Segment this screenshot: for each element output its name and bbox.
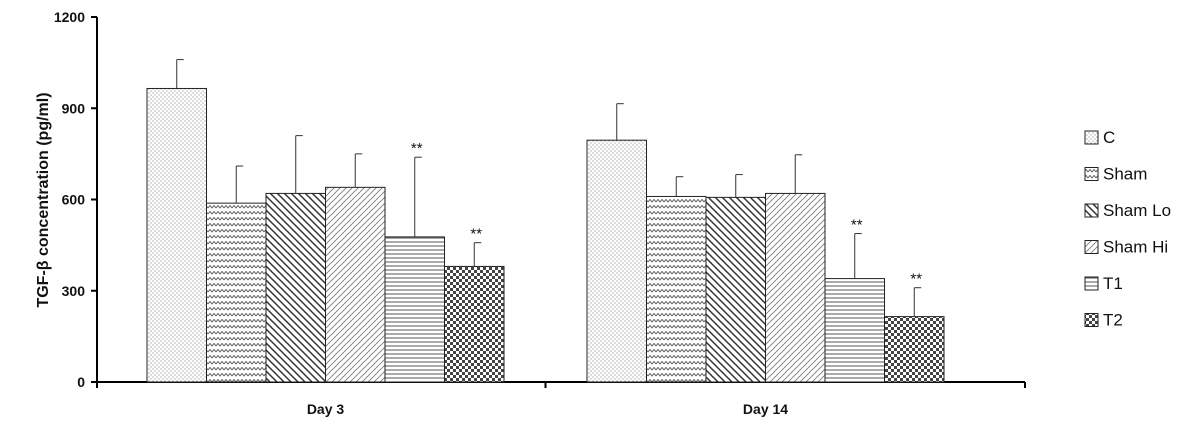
bar [824,278,885,383]
legend-label: T1 [1103,274,1123,293]
bar [325,186,386,383]
significance-label: ** [470,226,482,243]
y-tick-label: 0 [77,374,85,390]
bar [384,236,445,383]
y-tick-label: 1200 [54,9,85,25]
y-tick-label: 900 [62,100,86,116]
legend-swatch [1084,203,1099,218]
x-tick-label: Day 14 [743,401,788,417]
legend-swatch [1084,313,1099,327]
significance-label: ** [851,217,863,234]
bar [586,139,647,383]
legend-swatch [1084,240,1099,254]
legend-label: Sham [1103,165,1147,184]
x-tick-label: Day 3 [307,401,345,417]
y-tick-label: 600 [62,192,86,208]
bar [444,265,505,383]
significance-label: ** [411,140,423,157]
bar [265,192,326,383]
y-tick-label: 300 [62,283,86,299]
bar [765,192,826,383]
bar [884,316,945,383]
plot-area: 0 300 600 900 1200 Day 3 ** ** Day 14 ** ** [54,9,1026,417]
legend-label: Sham Hi [1103,238,1168,257]
significance-label: ** [910,271,922,288]
legend-label: T2 [1103,311,1123,330]
bar [705,196,766,383]
legend: C Sham Sham Lo Sham Hi T1 T2 [1084,128,1171,330]
legend-swatch [1084,167,1099,181]
y-axis-label: TGF-β concentration (pg/ml) [35,92,52,307]
bar [146,87,207,383]
legend-swatch [1084,130,1099,145]
bar [206,202,267,383]
legend-swatch [1084,276,1099,291]
legend-label: C [1103,128,1115,147]
legend-label: Sham Lo [1103,201,1171,220]
bar [646,195,707,383]
